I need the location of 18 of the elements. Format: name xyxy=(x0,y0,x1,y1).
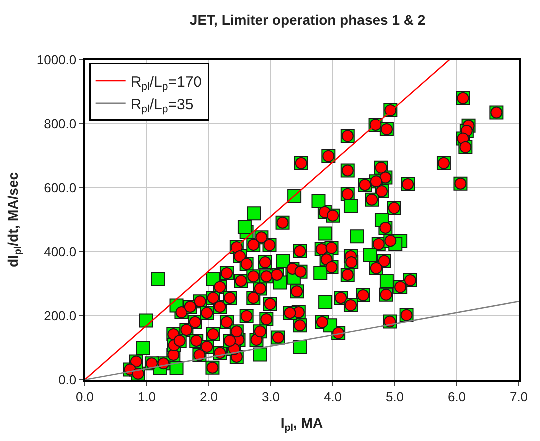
x-tick-label: 7.0 xyxy=(510,389,528,404)
x-tick-label: 3.0 xyxy=(262,389,280,404)
x-tick-label: 1.0 xyxy=(138,389,156,404)
y-tick-label: 800.0 xyxy=(44,116,77,132)
y-tick-label: 400.0 xyxy=(44,244,77,260)
legend-label: R$_{pl}$/L$_{p}$=35 xyxy=(130,96,194,116)
x-tick-label: 4.0 xyxy=(324,389,342,404)
x-tick-label: 6.0 xyxy=(448,389,466,404)
x-tick-label: 0.0 xyxy=(76,389,94,404)
y-tick-label: 600.0 xyxy=(44,180,77,196)
y-tick-label: 1000.0 xyxy=(36,52,77,68)
y-tick-label: 200.0 xyxy=(44,308,77,324)
x-tick-label: 2.0 xyxy=(200,389,218,404)
chart-title: JET, Limiter operation phases 1 & 2 xyxy=(190,12,426,28)
x-axis-title: I$_{pl}$, MA xyxy=(280,415,324,434)
x-tick-label: 5.0 xyxy=(386,389,404,404)
y-tick-label: 0.0 xyxy=(58,372,77,388)
legend-label: R$_{pl}$/L$_{p}$=170 xyxy=(130,74,202,93)
